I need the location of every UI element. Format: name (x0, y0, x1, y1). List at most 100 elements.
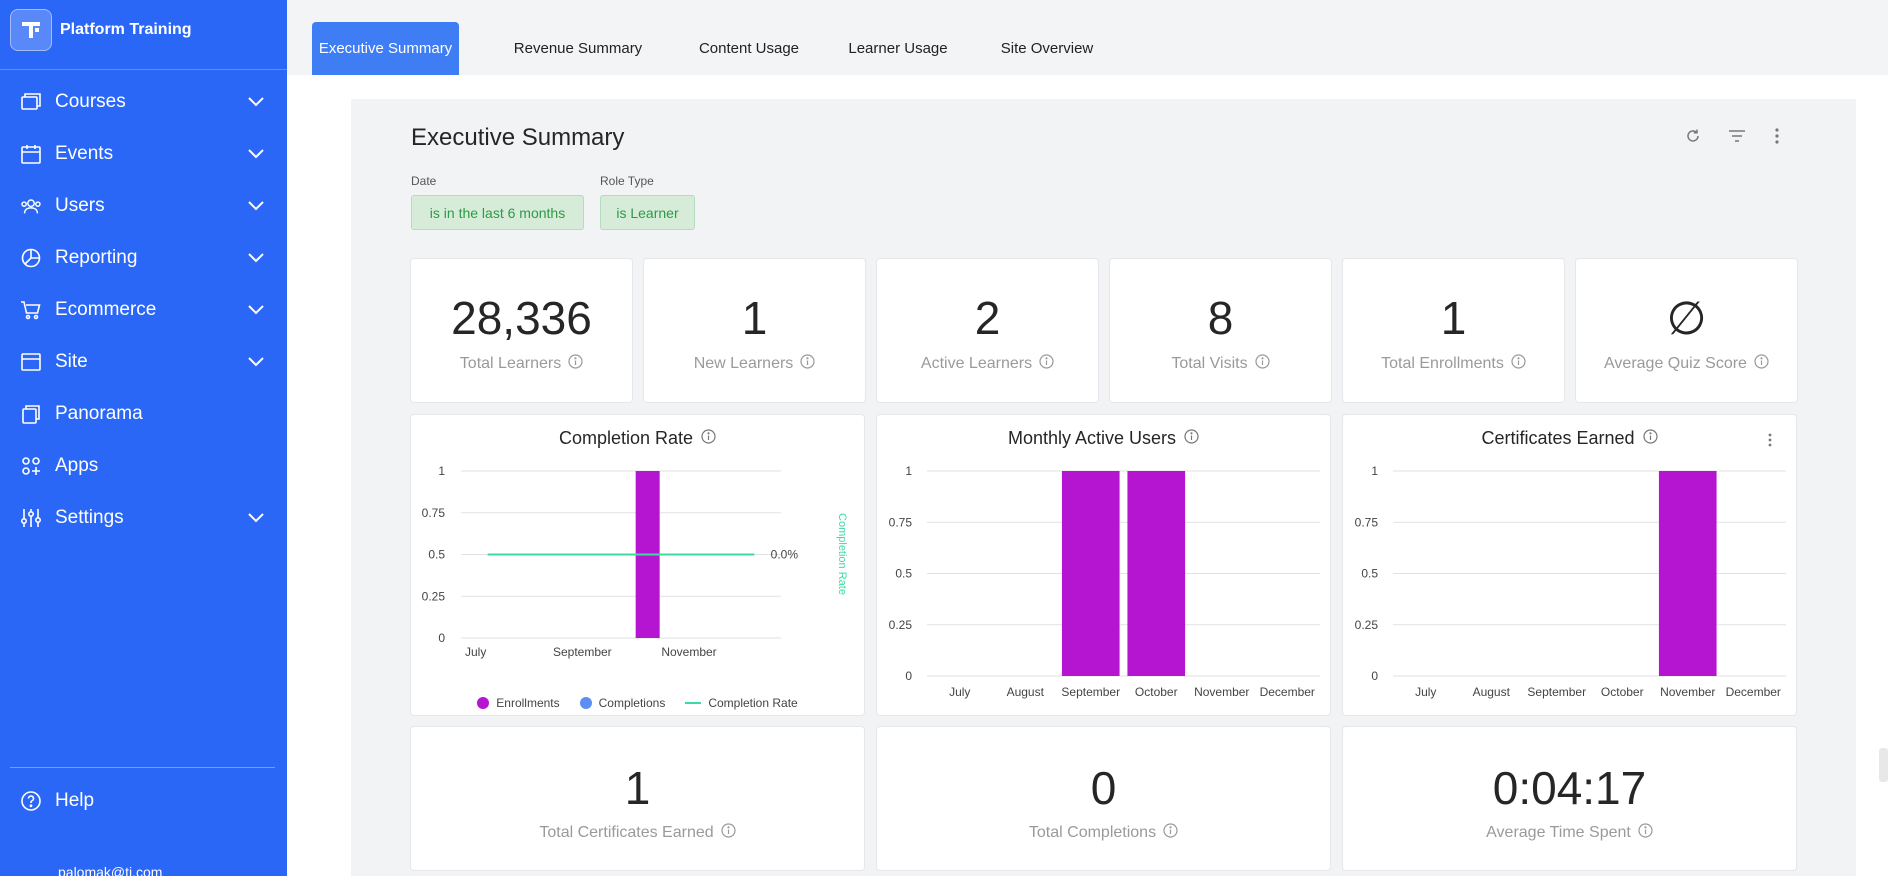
x-tick-label: December (1260, 685, 1315, 699)
tab-revenue-summary[interactable]: Revenue Summary (513, 40, 643, 57)
brand-name: Platform Training (60, 21, 192, 38)
y-tick-label: 0.75 (422, 506, 446, 520)
kpi-card-total-certificates-earned[interactable]: 1 Total Certificates Earned (411, 727, 864, 870)
x-tick-label: October (1601, 685, 1644, 699)
kpi-label-text: New Learners (693, 355, 794, 372)
tab-site-overview[interactable]: Site Overview (1000, 40, 1094, 57)
kpi-card-average-quiz-score[interactable]: ∅ Average Quiz Score (1576, 259, 1797, 402)
info-icon[interactable] (1254, 354, 1270, 374)
legend-item-enrollments[interactable]: Enrollments (477, 696, 560, 710)
legend-swatch (579, 697, 592, 709)
chart-card-monthly-active-users[interactable]: Monthly Active Users 1 0.75 0.5 0.25 0 July Au… (877, 415, 1330, 715)
sidebar-item-site[interactable]: Site (0, 336, 287, 388)
kpi-card-total-learners[interactable]: 28,336 Total Learners (411, 259, 632, 402)
kpi-value: 0:04:17 (1492, 762, 1647, 814)
kpi-card-total-completions[interactable]: 0 Total Completions (877, 727, 1330, 870)
completion-rate-chart: 1 0.75 0.5 0.25 0 July September November 0.0% Co… (422, 464, 848, 659)
kpi-label: Total Learners (411, 354, 632, 374)
legend-label: Completions (598, 696, 666, 710)
y-tick-label: 1 (1371, 464, 1378, 478)
sidebar-item-label: Apps (55, 455, 99, 476)
cart-icon (20, 299, 42, 321)
y-tick-label: 0.25 (1355, 618, 1379, 632)
legend-item-completion-rate[interactable]: Completion Rate (685, 696, 798, 710)
x-tick-label: July (1415, 685, 1436, 699)
sidebar-item-ecommerce[interactable]: Ecommerce (0, 284, 287, 336)
filter-chip-role-type[interactable]: is Learner (600, 195, 695, 230)
sidebar-item-settings[interactable]: Settings (0, 492, 287, 544)
chart-title: Certificates Earned (1343, 428, 1796, 449)
info-icon[interactable] (1511, 354, 1526, 374)
legend-swatch (477, 697, 490, 709)
bar-certificates (1658, 471, 1717, 676)
kpi-label: Active Learners (877, 354, 1098, 374)
help-button[interactable]: Help (20, 790, 94, 812)
more-vertical-icon[interactable] (1768, 433, 1772, 452)
tab-content-usage[interactable]: Content Usage (698, 40, 800, 57)
info-icon[interactable] (1184, 428, 1199, 449)
kpi-label-text: Total Completions (1028, 824, 1157, 841)
filter-icon[interactable] (1727, 126, 1747, 146)
sidebar-item-users[interactable]: Users (0, 180, 287, 232)
y-tick-label: 0 (905, 669, 912, 683)
sidebar-item-label: Panorama (55, 403, 143, 424)
chart-card-certificates-earned[interactable]: Certificates Earned 1 0.75 0.5 0.25 0 July Aug… (1343, 415, 1796, 715)
chart-legend: Enrollments Completions Completion Rate (411, 696, 864, 710)
kpi-value: 0 (1090, 762, 1117, 814)
kpi-card-average-time-spent[interactable]: 0:04:17 Average Time Spent (1343, 727, 1796, 870)
dashboard-title: Executive Summary (411, 124, 625, 151)
courses-icon (20, 91, 42, 113)
chart-card-completion-rate[interactable]: Completion Rate 1 0.75 0.5 0.25 0 July Septemb… (411, 415, 864, 715)
sidebar-item-courses[interactable]: Courses (0, 76, 287, 128)
sliders-icon (20, 507, 42, 529)
kpi-card-new-learners[interactable]: 1 New Learners (644, 259, 865, 402)
info-icon[interactable] (721, 823, 736, 843)
monthly-active-users-chart: 1 0.75 0.5 0.25 0 July August September October N… (889, 464, 1320, 699)
info-icon[interactable] (1163, 823, 1178, 843)
sidebar-item-label: Courses (55, 91, 126, 112)
y-tick-label: 0.5 (428, 548, 445, 562)
kpi-label: New Learners (644, 354, 865, 374)
info-icon[interactable] (1642, 428, 1658, 449)
legend-label: Completion Rate (708, 696, 798, 710)
info-icon[interactable] (701, 428, 716, 449)
info-icon[interactable] (1638, 823, 1653, 843)
sidebar-item-apps[interactable]: Apps (0, 440, 287, 492)
chart-title-text: Completion Rate (558, 428, 694, 448)
kpi-card-active-learners[interactable]: 2 Active Learners (877, 259, 1098, 402)
y-tick-label: 0.25 (889, 618, 913, 632)
refresh-icon[interactable] (1683, 126, 1703, 146)
filter-chip-date[interactable]: is in the last 6 months (411, 195, 584, 230)
brand[interactable]: Platform Training (10, 8, 192, 52)
info-icon[interactable] (1754, 354, 1769, 374)
info-icon[interactable] (568, 354, 583, 374)
kpi-card-total-enrollments[interactable]: 1 Total Enrollments (1343, 259, 1564, 402)
x-tick-label: November (661, 645, 716, 659)
sidebar-item-panorama[interactable]: Panorama (0, 388, 287, 440)
tab-executive-summary[interactable]: Executive Summary (312, 22, 459, 75)
more-vertical-icon[interactable] (1767, 126, 1787, 146)
sidebar-item-events[interactable]: Events (0, 128, 287, 180)
kpi-label-text: Total Learners (459, 355, 562, 372)
info-icon[interactable] (1039, 354, 1054, 374)
divider (10, 767, 275, 768)
kpi-value: 2 (974, 292, 1001, 344)
scrollbar-handle[interactable] (1879, 748, 1888, 782)
legend-swatch (685, 702, 702, 704)
kpi-card-total-visits[interactable]: 8 Total Visits (1110, 259, 1331, 402)
user-email[interactable]: palomak@ti.com (58, 864, 163, 876)
sidebar-item-label: Site (55, 351, 88, 372)
filter-label-date: Date (411, 174, 437, 188)
bar-active-users (1061, 471, 1120, 676)
sidebar-item-label: Ecommerce (55, 299, 157, 320)
x-tick-label: July (465, 645, 486, 659)
panorama-icon (20, 403, 42, 425)
chart-title-text: Certificates Earned (1481, 428, 1635, 448)
legend-item-completions[interactable]: Completions (579, 696, 666, 710)
tab-learner-usage[interactable]: Learner Usage (848, 40, 948, 57)
sidebar-item-reporting[interactable]: Reporting (0, 232, 287, 284)
calendar-icon (20, 143, 42, 165)
info-icon[interactable] (800, 354, 815, 374)
kpi-label-text: Total Certificates Earned (539, 824, 714, 841)
chart-title-text: Monthly Active Users (1007, 428, 1177, 448)
